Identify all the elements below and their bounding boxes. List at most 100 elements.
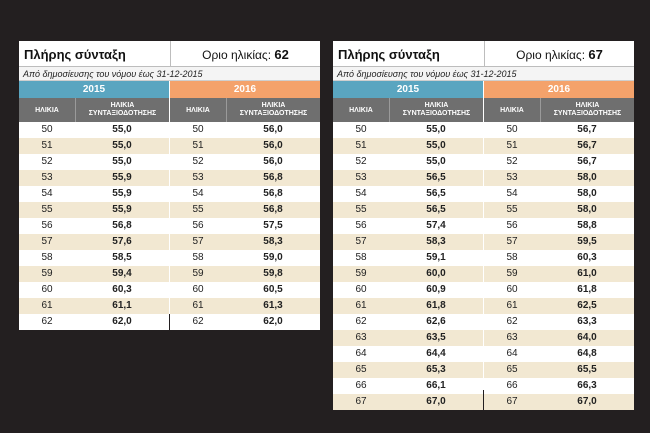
- year-header: 2016: [484, 81, 634, 98]
- col-header-age: ΗΛΙΚΙΑ: [349, 106, 373, 114]
- col-header-pension-age: ΗΛΙΚΙΑ ΣΥΝΤΑΞΙΟΔΟΤΗΣΗΣ: [540, 98, 634, 122]
- cell-age: 61: [192, 300, 204, 311]
- cell-age: 59: [192, 268, 204, 279]
- cell-pension-age: 55,9: [112, 188, 132, 199]
- cell-pension-age: 59,0: [263, 252, 283, 263]
- col-header-age: ΗΛΙΚΙΑ: [186, 106, 210, 114]
- cell-pension-age: 57,4: [426, 220, 446, 231]
- cell-age: 59: [355, 268, 367, 279]
- table-row: 53 55,9: [19, 170, 169, 186]
- col-header-pension-age: ΗΛΙΚΙΑ ΣΥΝΤΑΞΙΟΔΟΤΗΣΗΣ: [226, 98, 320, 122]
- cell-age: 67: [355, 396, 367, 407]
- cell-pension-age: 58,8: [577, 220, 597, 231]
- col-header-age: ΗΛΙΚΙΑ: [500, 106, 524, 114]
- table-row: 57 58,3: [170, 234, 320, 250]
- table-row: 51 56,7: [484, 138, 634, 154]
- table-row: 57 57,6: [19, 234, 169, 250]
- cell-age: 60: [355, 284, 367, 295]
- cell-pension-age: 58,3: [263, 236, 283, 247]
- year-panel-2015: 2015 ΗΛΙΚΙΑ ΗΛΙΚΙΑ ΣΥΝΤΑΞΙΟΔΟΤΗΣΗΣ 50 55,0…: [19, 81, 169, 330]
- table-row: 54 55,9: [19, 186, 169, 202]
- cell-age: 57: [41, 236, 53, 247]
- table-row: 67 67,0: [333, 394, 483, 410]
- cell-pension-age: 55,0: [426, 156, 446, 167]
- table-row: 65 65,5: [484, 362, 634, 378]
- table-rows: 50 56,7 51 56,7 52 56,7 53 58,0 54 58,0 55 58,0 56 58…: [484, 122, 634, 410]
- cell-age: 53: [41, 172, 53, 183]
- table-row: 58 58,5: [19, 250, 169, 266]
- col-header-line2: ΣΥΝΤΑΞΙΟΔΟΤΗΣΗΣ: [239, 110, 308, 117]
- table-row: 50 56,7: [484, 122, 634, 138]
- cell-pension-age: 65,5: [577, 364, 597, 375]
- table-row: 54 58,0: [484, 186, 634, 202]
- table-row: 57 59,5: [484, 234, 634, 250]
- table-row: 54 56,5: [333, 186, 483, 202]
- cell-pension-age: 59,4: [112, 268, 132, 279]
- cell-pension-age: 56,8: [112, 220, 132, 231]
- table-rows: 50 56,0 51 56,0 52 56,0 53 56,8 54 56,8 55 56,8 56 57…: [170, 122, 320, 330]
- cell-pension-age: 56,5: [426, 188, 446, 199]
- table-row: 56 56,8: [19, 218, 169, 234]
- cell-age: 54: [41, 188, 53, 199]
- table-rows: 50 55,0 51 55,0 52 55,0 53 56,5 54 56,5 55 56,5 56 57…: [333, 122, 483, 410]
- cell-pension-age: 58,0: [577, 172, 597, 183]
- cell-pension-age: 56,5: [426, 204, 446, 215]
- cell-age: 63: [506, 332, 518, 343]
- table-row: 60 60,3: [19, 282, 169, 298]
- cell-pension-age: 56,8: [263, 204, 283, 215]
- cell-pension-age: 63,5: [426, 332, 446, 343]
- table-row: 66 66,3: [484, 378, 634, 394]
- cell-pension-age: 64,4: [426, 348, 446, 359]
- table-row: 54 56,8: [170, 186, 320, 202]
- cell-age: 53: [506, 172, 518, 183]
- cell-age: 50: [41, 124, 53, 135]
- table-row: 61 61,3: [170, 298, 320, 314]
- year-panel-2015: 2015 ΗΛΙΚΙΑ ΗΛΙΚΙΑ ΣΥΝΤΑΞΙΟΔΟΤΗΣΗΣ 50 55,0…: [333, 81, 483, 410]
- cell-age: 56: [41, 220, 53, 231]
- column-headers: ΗΛΙΚΙΑ ΗΛΙΚΙΑ ΣΥΝΤΑΞΙΟΔΟΤΗΣΗΣ: [333, 98, 483, 122]
- card-header: Πλήρης σύνταξη Οριο ηλικίας: 67: [333, 41, 634, 67]
- cell-pension-age: 65,3: [426, 364, 446, 375]
- cell-pension-age: 60,0: [426, 268, 446, 279]
- cell-age: 57: [506, 236, 518, 247]
- col-header-age: ΗΛΙΚΙΑ: [35, 106, 59, 114]
- cell-age: 58: [355, 252, 367, 263]
- age-limit: Οριο ηλικίας: 62: [171, 41, 320, 66]
- table-row: 51 55,0: [333, 138, 483, 154]
- table-row: 56 58,8: [484, 218, 634, 234]
- year-header: 2015: [333, 81, 483, 98]
- table-row: 51 56,0: [170, 138, 320, 154]
- table-row: 52 56,7: [484, 154, 634, 170]
- cell-pension-age: 60,3: [577, 252, 597, 263]
- col-header-line2: ΣΥΝΤΑΞΙΟΔΟΤΗΣΗΣ: [402, 110, 471, 117]
- cell-age: 55: [41, 204, 53, 215]
- cell-age: 56: [355, 220, 367, 231]
- cell-pension-age: 56,0: [263, 156, 283, 167]
- cell-pension-age: 58,0: [577, 204, 597, 215]
- cell-age: 62: [192, 316, 204, 327]
- col-header-line1: ΗΛΙΚΙΑ: [424, 102, 449, 109]
- cell-age: 52: [192, 156, 204, 167]
- cell-age: 65: [355, 364, 367, 375]
- table-row: 53 56,8: [170, 170, 320, 186]
- table-row: 53 58,0: [484, 170, 634, 186]
- cell-age: 62: [506, 316, 518, 327]
- cell-age: 67: [506, 396, 518, 407]
- card-subtitle: Από δημοσίευσης του νόμου έως 31-12-2015: [333, 67, 634, 81]
- cell-age: 57: [192, 236, 204, 247]
- table-row: 55 55,9: [19, 202, 169, 218]
- cell-age: 59: [506, 268, 518, 279]
- cell-pension-age: 59,5: [577, 236, 597, 247]
- table-row: 57 58,3: [333, 234, 483, 250]
- card-title: Πλήρης σύνταξη: [19, 41, 171, 66]
- table-row: 61 62,5: [484, 298, 634, 314]
- cell-pension-age: 64,0: [577, 332, 597, 343]
- cell-pension-age: 62,5: [577, 300, 597, 311]
- cell-age: 66: [506, 380, 518, 391]
- cell-pension-age: 67,0: [426, 396, 446, 407]
- cell-age: 58: [192, 252, 204, 263]
- pension-table-card-left: Πλήρης σύνταξη Οριο ηλικίας: 62 Από δημο…: [19, 41, 320, 330]
- cell-pension-age: 60,3: [112, 284, 132, 295]
- table-row: 50 55,0: [19, 122, 169, 138]
- cell-pension-age: 66,3: [577, 380, 597, 391]
